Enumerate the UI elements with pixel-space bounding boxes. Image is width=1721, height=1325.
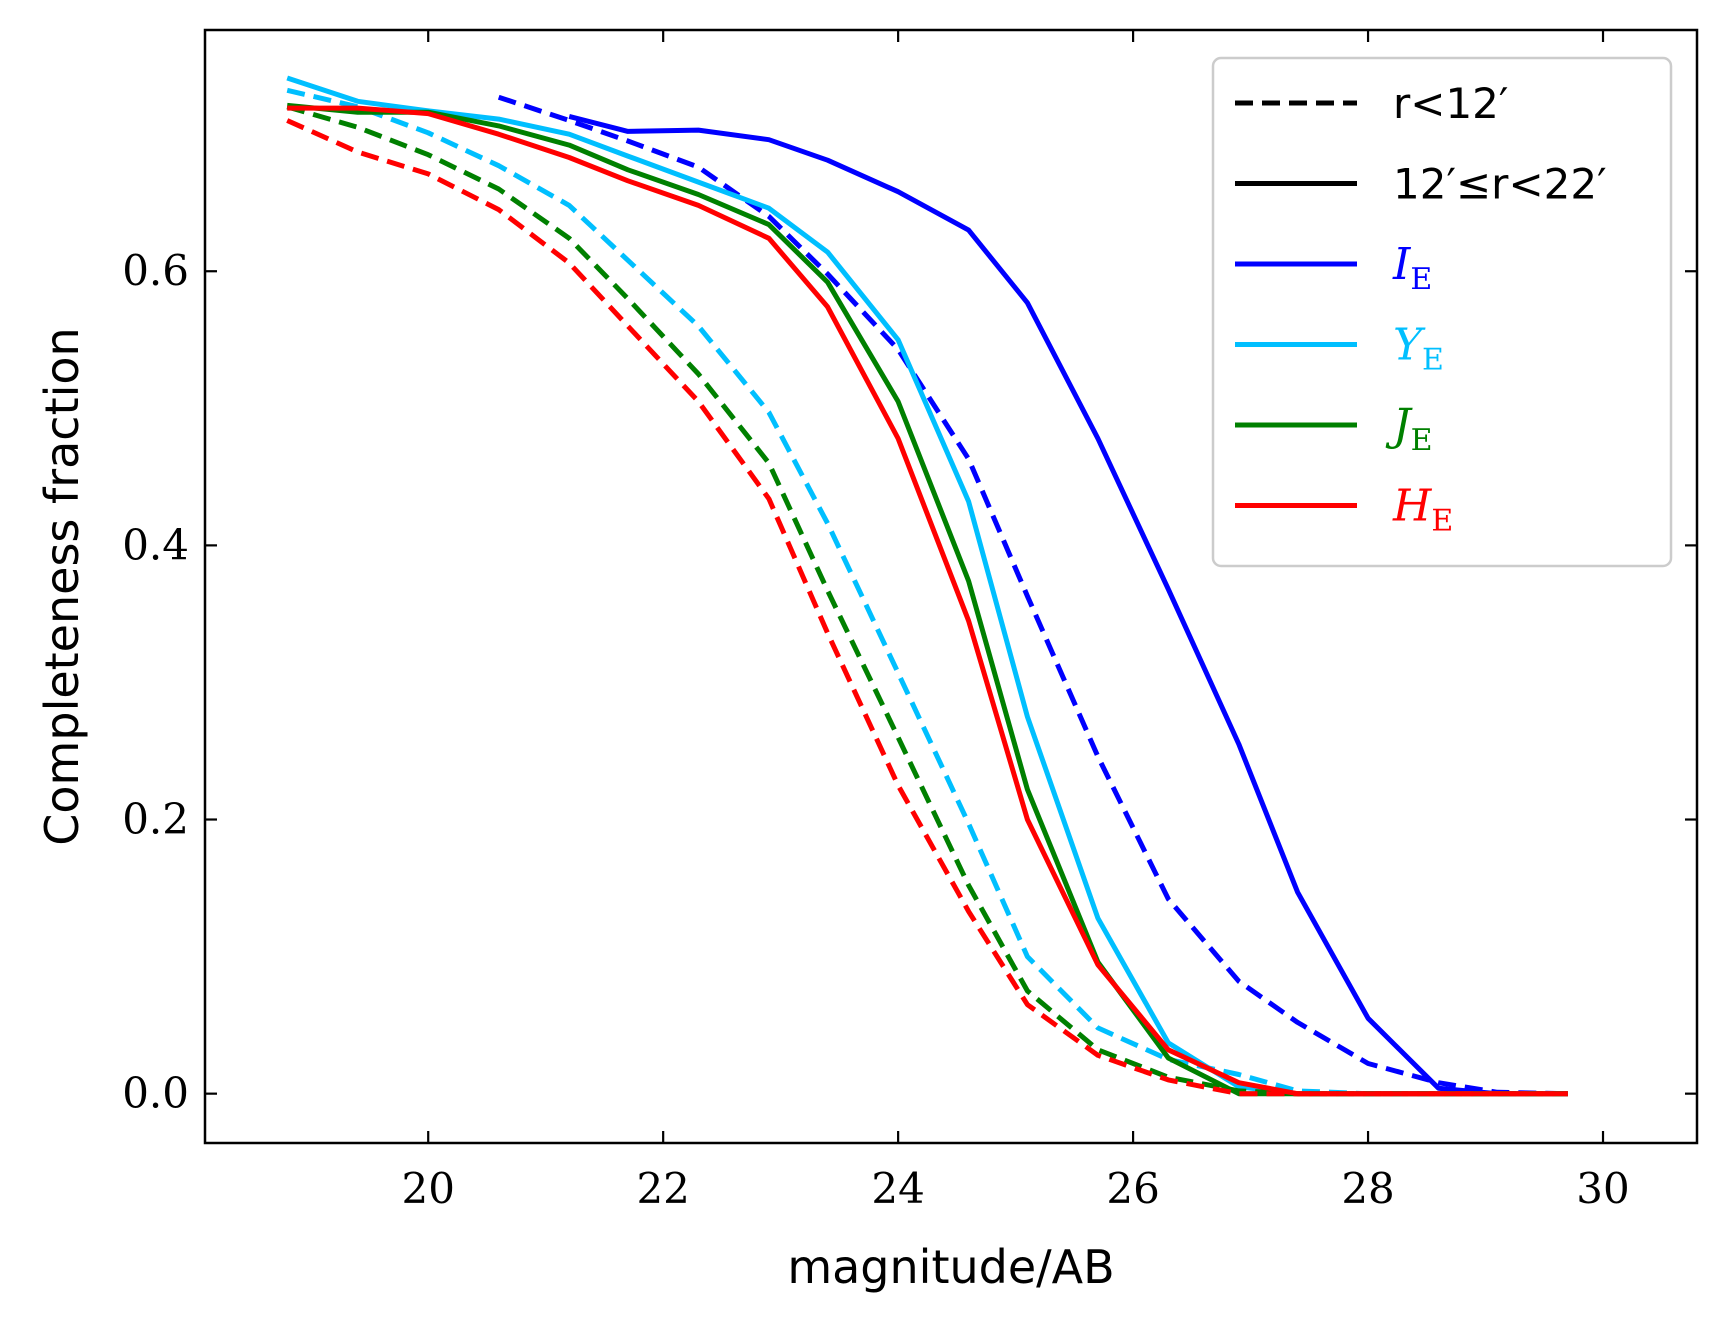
legend-label: r<12′ — [1393, 79, 1508, 128]
x-tick-label: 28 — [1341, 1164, 1394, 1213]
legend-label: YE — [1393, 320, 1444, 378]
x-tick-label: 30 — [1576, 1164, 1629, 1213]
series-line-ie-inner — [497, 94, 1568, 1097]
series-line-he-outer — [287, 105, 1568, 1097]
x-axis-label: magnitude/AB — [787, 1240, 1114, 1294]
series-layer — [286, 75, 1568, 1097]
x-tick-label: 22 — [636, 1164, 689, 1213]
series-line-ie-outer — [568, 113, 1568, 1097]
y-tick-label: 0.6 — [122, 246, 189, 295]
legend-label: 12′≤r<22′ — [1393, 160, 1607, 209]
legend-entry: YE — [1235, 320, 1444, 378]
plot-frame — [203, 28, 1699, 1145]
legend-label: HE — [1392, 481, 1453, 539]
y-tick-label: 0.0 — [122, 1069, 189, 1118]
legend-entry: HE — [1235, 481, 1453, 539]
ticks-layer: 20 22 24 26 28 30 0.0 0.2 0.4 0.6 — [122, 30, 1697, 1213]
y-axis-label: Completeness fraction — [35, 327, 89, 845]
series-line-je-inner — [286, 104, 1568, 1097]
legend-entry: r<12′ — [1235, 79, 1508, 128]
legend-box — [1211, 56, 1673, 568]
y-tick-label: 0.2 — [122, 795, 189, 844]
legend-entry: IE — [1235, 239, 1432, 297]
y-tick-label: 0.4 — [122, 520, 189, 569]
x-tick-label: 24 — [871, 1164, 924, 1213]
legend-label: IE — [1392, 239, 1432, 297]
x-tick-label: 26 — [1106, 1164, 1159, 1213]
x-tick-label: 20 — [401, 1164, 454, 1213]
legend-entry: 12′≤r<22′ — [1235, 160, 1607, 209]
